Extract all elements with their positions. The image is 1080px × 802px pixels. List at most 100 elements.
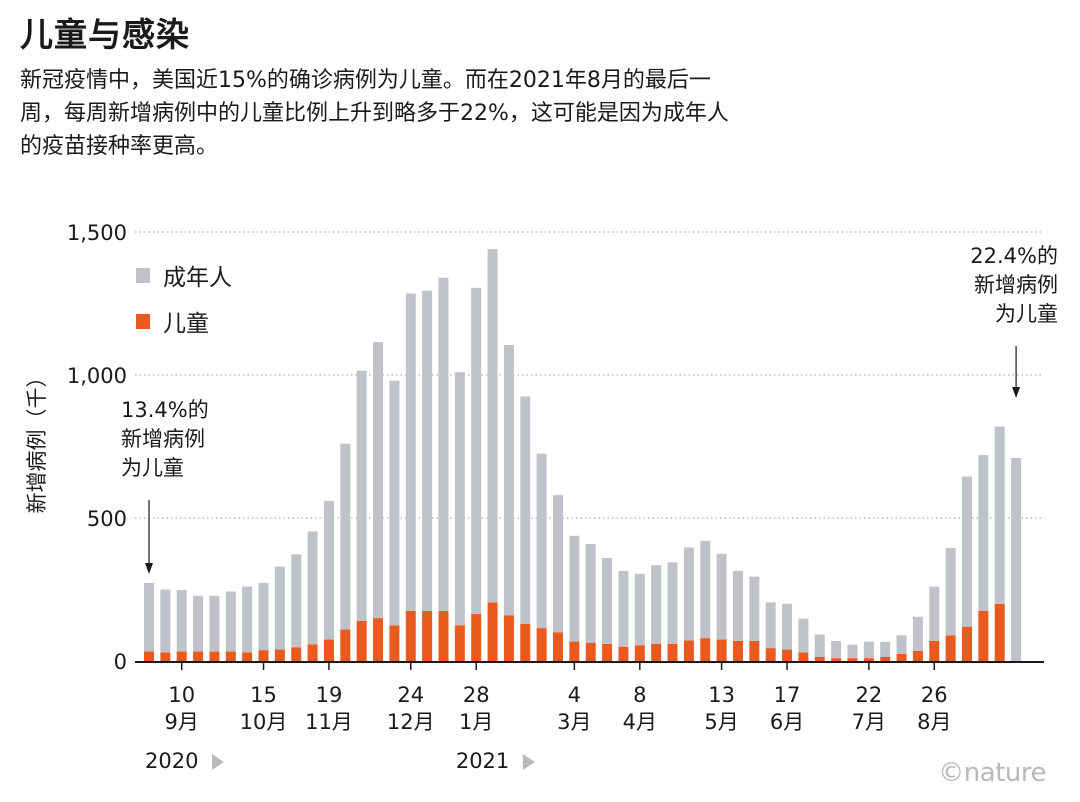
bar-adults (274, 566, 285, 650)
bar-children (814, 656, 825, 661)
arrow-down-icon (1012, 387, 1021, 398)
bar-children (307, 644, 318, 661)
bar-adults (160, 589, 171, 653)
y-tick-label: 0 (114, 650, 127, 674)
bar-adults (945, 548, 956, 636)
x-tick-day: 8 (633, 683, 646, 707)
bar-adults (176, 590, 187, 652)
bar-adults (144, 582, 154, 652)
bar-adults (994, 426, 1005, 604)
bar-children (896, 653, 907, 661)
bar-adults (896, 635, 907, 654)
legend-label-children: 儿童 (163, 311, 209, 337)
x-tick-month: 1月 (459, 710, 493, 734)
chart-subtitle: 新冠疫情中，美国近15%的确诊病例为儿童。而在2021年8月的最后一周，每周新增… (20, 68, 729, 159)
bar-adults (749, 576, 760, 641)
bar-adults (651, 565, 662, 644)
nature-logo: ©nature (938, 758, 1046, 788)
bar-adults (798, 618, 809, 653)
x-tick-day: 15 (250, 683, 277, 707)
bar-adults (291, 554, 302, 648)
bar-adults (765, 602, 776, 649)
bar-adults (732, 570, 743, 641)
bar-children (340, 629, 351, 661)
bar-adults (978, 455, 989, 611)
bar-adults (356, 370, 367, 621)
bar-children (765, 648, 776, 661)
bar-adults (242, 586, 253, 653)
y-tick-label: 500 (87, 507, 127, 531)
bar-adults (700, 540, 711, 639)
bar-adults (602, 558, 613, 644)
x-tick-month: 6月 (770, 710, 804, 734)
arrow-down-icon (145, 563, 153, 574)
bar-children (323, 639, 334, 661)
bar-adults (422, 290, 433, 611)
annotation-end-text: 为儿童 (995, 302, 1058, 326)
x-tick-day: 22 (855, 683, 882, 707)
x-tick-month: 10月 (240, 710, 288, 734)
bar-children (847, 658, 858, 661)
bar-children (487, 602, 498, 661)
bar-adults (618, 570, 629, 647)
bar-children (585, 642, 596, 661)
legend-swatch-adults (136, 268, 150, 283)
x-tick-month: 9月 (165, 710, 199, 734)
bar-adults (585, 544, 596, 643)
bar-adults (667, 562, 678, 644)
bar-children (176, 651, 187, 661)
bar-adults (307, 531, 318, 645)
bar-children (274, 649, 285, 661)
x-tick-month: 4月 (623, 710, 657, 734)
x-tick-day: 4 (568, 683, 581, 707)
x-tick-month: 3月 (557, 710, 591, 734)
bar-children (782, 649, 793, 661)
x-tick-day: 19 (316, 683, 343, 707)
bar-children (569, 641, 580, 661)
bar-children (618, 646, 629, 661)
x-tick-month: 5月 (704, 710, 738, 734)
x-tick-day: 26 (921, 683, 948, 707)
bar-children (978, 610, 989, 661)
y-tick-label: 1,500 (67, 221, 127, 245)
annotation-end-text: 新增病例 (974, 273, 1058, 297)
bar-adults (863, 641, 874, 659)
bar-adults (847, 644, 858, 659)
bar-adults (209, 595, 220, 652)
bar-adults (536, 453, 547, 629)
x-tick-day: 10 (168, 683, 195, 707)
bar-children (831, 658, 842, 661)
bar-adults (405, 293, 416, 611)
y-axis-label: 新增病例（千） (25, 367, 49, 514)
bar-children (356, 620, 367, 661)
bar-adults (471, 287, 482, 614)
x-tick-month: 12月 (387, 710, 435, 734)
x-tick-month: 11月 (305, 710, 353, 734)
year-label: 2020 (145, 749, 198, 773)
bar-adults (553, 495, 563, 633)
x-tick-day: 17 (774, 683, 801, 707)
bar-adults (503, 344, 514, 616)
annotation-start-text: 为儿童 (121, 456, 184, 480)
bar-children (405, 610, 416, 661)
bar-adults (1011, 457, 1022, 661)
annotation-start-text: 新增病例 (121, 427, 205, 451)
x-tick-day: 24 (397, 683, 424, 707)
bar-children (471, 613, 482, 661)
bar-children (553, 632, 563, 661)
bar-adults (438, 277, 449, 611)
bar-adults (487, 249, 498, 603)
bar-adults (831, 640, 842, 659)
bar-adults (520, 396, 531, 624)
bar-children (454, 625, 465, 661)
bar-children (880, 656, 891, 661)
annotation-end-text: 22.4%的 (970, 244, 1058, 268)
bar-children (749, 640, 760, 661)
year-label: 2021 (456, 749, 509, 773)
bar-adults (962, 476, 972, 627)
bar-children (209, 651, 220, 661)
bar-children (291, 647, 302, 661)
bar-adults (258, 582, 269, 651)
bar-children (683, 640, 694, 661)
